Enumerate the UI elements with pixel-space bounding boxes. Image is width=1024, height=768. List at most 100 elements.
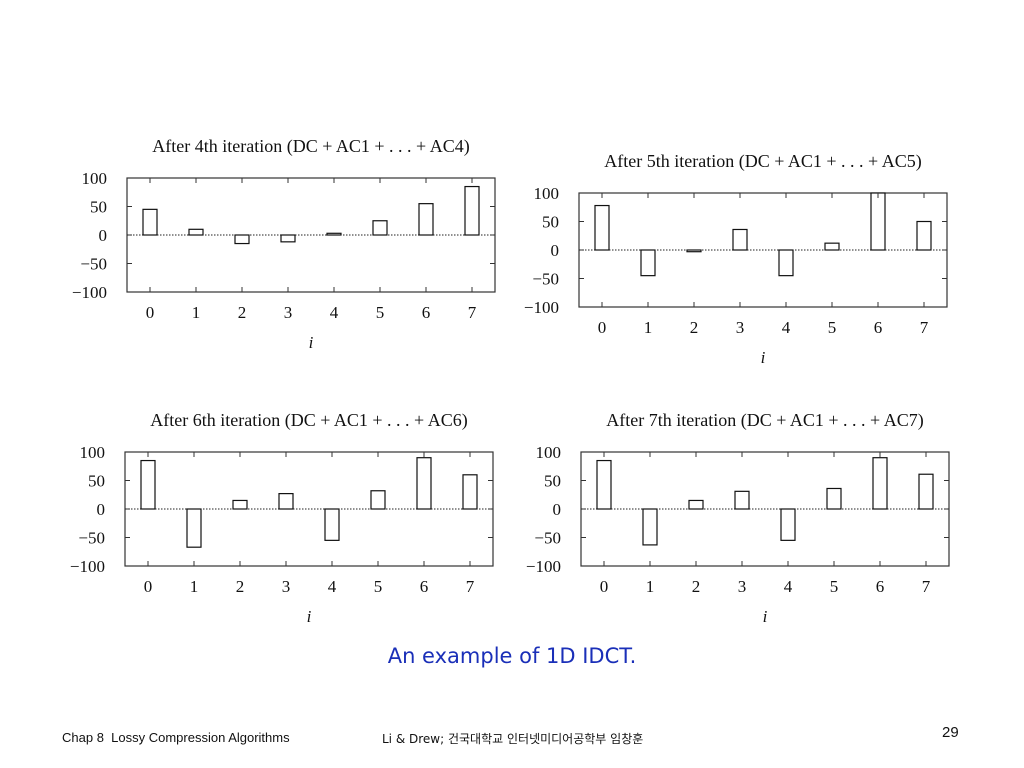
bar-3 (734, 490, 750, 510)
chart-panel-5th-iteration: After 5th iteration (DC + AC1 + . . . + … (512, 145, 962, 375)
x-tick-label: 1 (644, 318, 653, 337)
page-number: 29 (942, 724, 959, 741)
x-tick-label: 2 (690, 318, 699, 337)
bar-2 (686, 249, 702, 253)
chart-title: After 4th iteration (DC + AC1 + . . . + … (152, 136, 469, 157)
x-tick-label: 3 (282, 577, 291, 596)
bar-6 (872, 457, 888, 510)
x-tick-label: 4 (784, 577, 793, 596)
x-tick-label: 5 (830, 577, 839, 596)
bar-2 (688, 499, 704, 510)
y-tick-label: 0 (551, 241, 560, 260)
bar-0 (594, 204, 610, 251)
slide-caption: An example of 1D IDCT. (387, 644, 637, 668)
x-tick-label: 7 (468, 303, 477, 322)
x-tick-label: 0 (598, 318, 607, 337)
chart-5th-iteration: After 5th iteration (DC + AC1 + . . . + … (524, 151, 948, 367)
x-tick-label: 5 (828, 318, 837, 337)
bar-1 (186, 508, 202, 548)
y-tick-label: −50 (80, 255, 107, 274)
y-tick-label: −100 (72, 283, 107, 302)
bar-4 (780, 508, 796, 541)
bar-5 (370, 490, 386, 510)
bar-7 (918, 473, 934, 510)
bar-3 (278, 493, 294, 510)
bar-4 (324, 508, 340, 541)
bar-4 (326, 232, 342, 236)
bar-5 (372, 220, 388, 236)
x-tick-label: 7 (466, 577, 475, 596)
footer-authors: Li & Drew; 건국대학교 인터넷미디어공학부 임창훈 (382, 732, 644, 746)
y-tick-label: 50 (544, 472, 561, 491)
x-tick-label: 1 (190, 577, 199, 596)
chart-6th-iteration: After 6th iteration (DC + AC1 + . . . + … (70, 410, 494, 626)
bar-7 (916, 220, 932, 251)
x-tick-label: 3 (738, 577, 747, 596)
x-axis-label: i (761, 348, 766, 367)
x-tick-label: 6 (874, 318, 883, 337)
y-tick-label: 50 (542, 213, 559, 232)
x-tick-label: 4 (782, 318, 791, 337)
y-tick-label: −50 (532, 270, 559, 289)
x-tick-label: 3 (736, 318, 745, 337)
bar-7 (464, 185, 480, 236)
chart-panel-7th-iteration: After 7th iteration (DC + AC1 + . . . + … (514, 404, 964, 634)
x-tick-label: 0 (146, 303, 155, 322)
x-tick-label: 7 (922, 577, 931, 596)
x-tick-label: 3 (284, 303, 293, 322)
y-tick-label: 50 (88, 472, 105, 491)
bar-0 (142, 208, 158, 236)
bar-7 (462, 474, 478, 510)
y-tick-label: −100 (526, 557, 561, 576)
x-tick-label: 6 (420, 577, 429, 596)
x-tick-label: 1 (192, 303, 201, 322)
y-tick-label: 50 (90, 198, 107, 217)
bar-6 (416, 457, 432, 510)
bar-6 (870, 192, 886, 251)
chart-title: After 6th iteration (DC + AC1 + . . . + … (150, 410, 467, 431)
bar-4 (778, 249, 794, 277)
x-tick-label: 6 (422, 303, 431, 322)
x-tick-label: 4 (328, 577, 337, 596)
y-tick-label: 0 (97, 500, 106, 519)
y-tick-label: −50 (534, 529, 561, 548)
y-tick-label: −100 (524, 298, 559, 317)
y-tick-label: −50 (78, 529, 105, 548)
x-tick-label: 2 (692, 577, 701, 596)
chart-panel-6th-iteration: After 6th iteration (DC + AC1 + . . . + … (58, 404, 508, 634)
bar-5 (826, 487, 842, 510)
x-tick-label: 1 (646, 577, 655, 596)
x-axis-label: i (763, 607, 768, 626)
y-tick-label: −100 (70, 557, 105, 576)
x-tick-label: 4 (330, 303, 339, 322)
y-tick-label: 0 (99, 226, 108, 245)
chart-7th-iteration: After 7th iteration (DC + AC1 + . . . + … (526, 410, 950, 626)
x-tick-label: 0 (600, 577, 609, 596)
chart-4th-iteration: After 4th iteration (DC + AC1 + . . . + … (72, 136, 496, 352)
y-tick-label: 100 (80, 443, 106, 462)
bar-0 (140, 459, 156, 510)
bar-6 (418, 203, 434, 236)
bar-3 (280, 234, 296, 243)
bar-1 (188, 228, 204, 236)
x-tick-label: 2 (236, 577, 245, 596)
y-tick-label: 0 (553, 500, 562, 519)
x-tick-label: 6 (876, 577, 885, 596)
bar-1 (642, 508, 658, 546)
chart-title: After 7th iteration (DC + AC1 + . . . + … (606, 410, 923, 431)
x-axis-label: i (309, 333, 314, 352)
y-tick-label: 100 (536, 443, 562, 462)
x-tick-label: 5 (376, 303, 385, 322)
x-tick-label: 0 (144, 577, 153, 596)
bar-2 (232, 499, 248, 510)
x-tick-label: 5 (374, 577, 383, 596)
bar-0 (596, 459, 612, 510)
y-tick-label: 100 (534, 184, 560, 203)
x-tick-label: 7 (920, 318, 929, 337)
x-axis-label: i (307, 607, 312, 626)
bar-1 (640, 249, 656, 277)
bar-2 (234, 234, 250, 245)
chart-title: After 5th iteration (DC + AC1 + . . . + … (604, 151, 921, 172)
footer-chapter-title: Chap 8 Lossy Compression Algorithms (62, 730, 290, 745)
bar-3 (732, 228, 748, 251)
